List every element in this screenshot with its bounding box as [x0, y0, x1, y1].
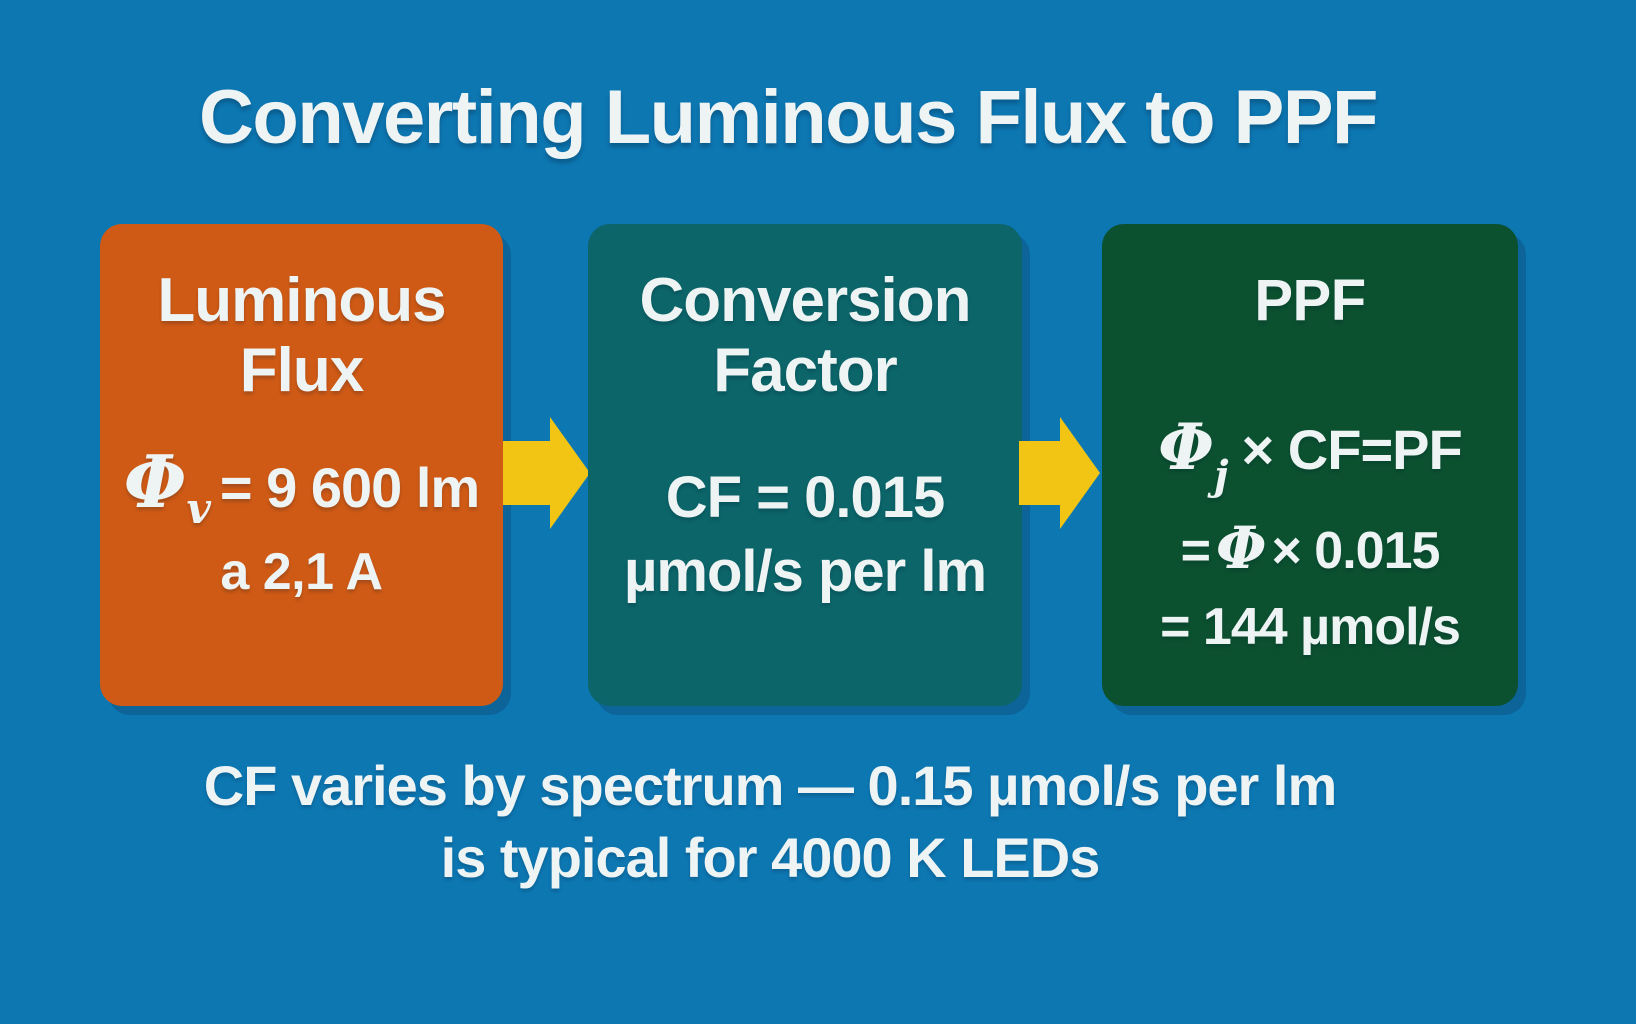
heading-line: Luminous: [157, 266, 446, 335]
formula-value: = 9 600 lm: [219, 456, 480, 519]
equals-sign: =: [1180, 522, 1211, 580]
phi-v-subscript: v: [186, 484, 211, 533]
ppf-result: = 144 µmol/s: [1160, 598, 1461, 656]
conversion-factor-heading: Conversion Factor: [588, 266, 1022, 406]
drive-current-note: a 2,1 A: [220, 543, 383, 601]
footnote: CF varies by spectrum — 0.15 µmol/s per …: [0, 750, 1540, 894]
luminous-flux-formula: Φv = 9 600 lm: [100, 430, 503, 561]
equation-text: × CF=PF: [1241, 418, 1463, 481]
conversion-factor-formula: CF = 0.015: [665, 465, 946, 530]
luminous-flux-heading: Luminous Flux: [100, 266, 503, 406]
luminous-flux-box: Luminous Flux Φv = 9 600 lm a 2,1 A: [100, 224, 503, 706]
phi-j-symbol: Φ: [1158, 410, 1214, 485]
arrow-body: [503, 441, 552, 505]
heading-line: Conversion: [639, 266, 971, 335]
conversion-factor-box: Conversion Factor CF = 0.015 µmol/s per …: [588, 224, 1022, 706]
arrow-head: [1060, 417, 1100, 529]
arrow-head: [550, 417, 590, 529]
phi-j-subscript: j: [1214, 452, 1229, 499]
footnote-line: CF varies by spectrum — 0.15 µmol/s per …: [203, 754, 1338, 817]
phi-symbol: Φ: [1215, 514, 1267, 582]
equation-text: × 0.015: [1271, 522, 1440, 580]
conversion-factor-unit: µmol/s per lm: [623, 539, 987, 604]
heading-line: Factor: [713, 336, 897, 405]
footnote-line: is typical for 4000 K LEDs: [440, 826, 1101, 889]
ppf-equation-1: Φj × CF=PF: [1102, 400, 1518, 524]
phi-v-symbol: Φ: [123, 439, 187, 524]
flow-arrow-right-icon: [503, 417, 593, 529]
ppf-equation-2: = Φ × 0.015: [1102, 512, 1518, 587]
ppf-heading: PPF: [1254, 268, 1366, 333]
heading-line: Flux: [239, 336, 364, 405]
arrow-body: [1019, 441, 1062, 505]
ppf-box: PPF Φj × CF=PF = Φ × 0.015 = 144 µmol/s: [1102, 224, 1518, 706]
page-title: Converting Luminous Flux to PPF: [199, 75, 1378, 160]
flow-arrow-right-icon: [1019, 417, 1109, 529]
